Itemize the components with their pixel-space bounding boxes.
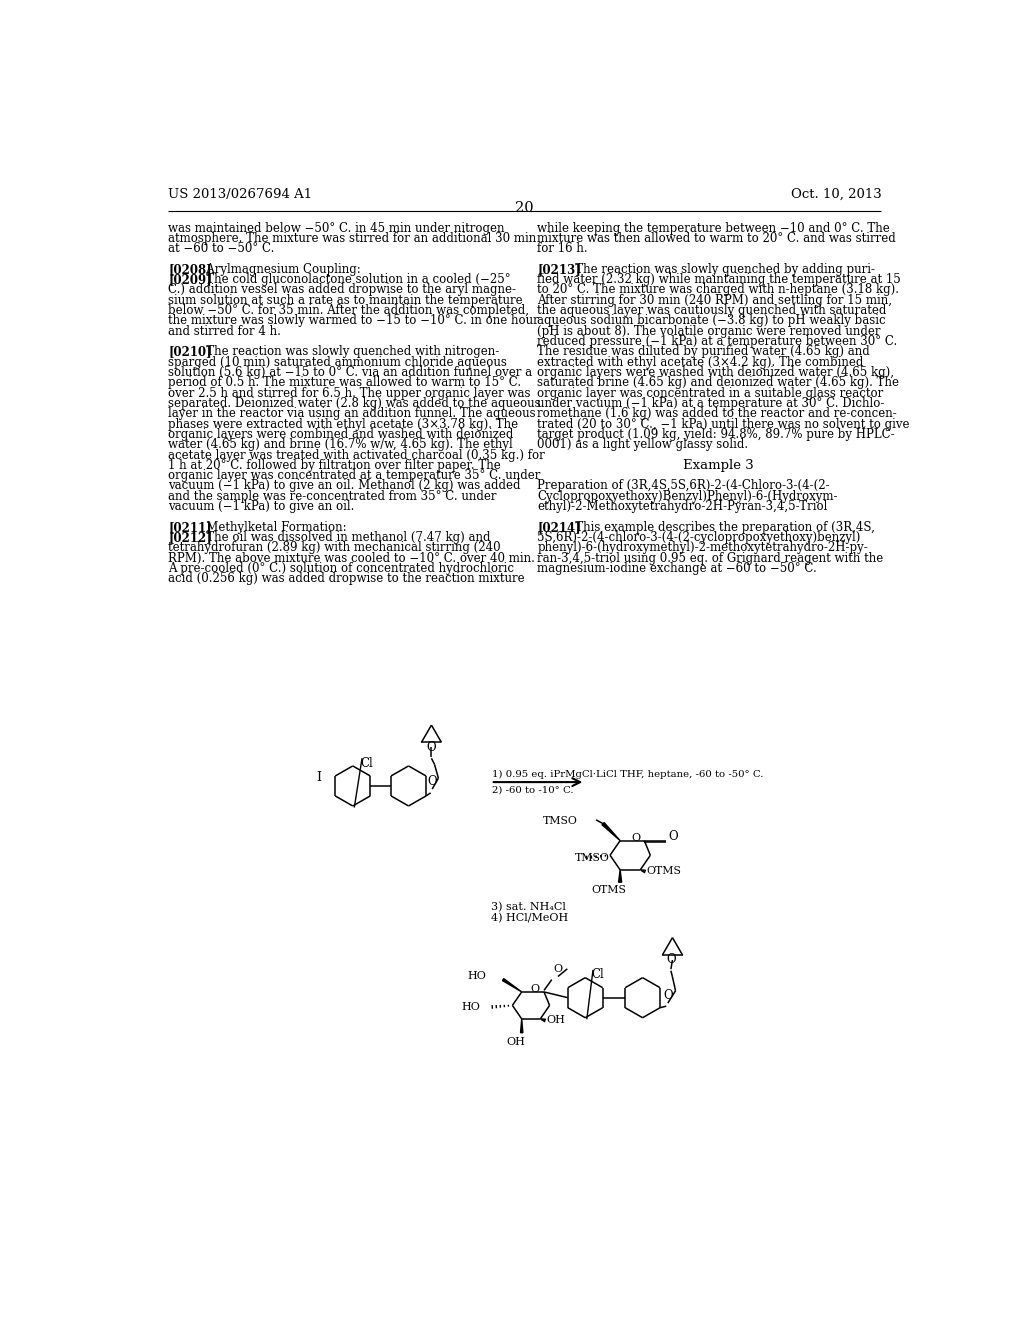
Text: A pre-cooled (0° C.) solution of concentrated hydrochloric: A pre-cooled (0° C.) solution of concent… (168, 562, 514, 576)
Text: organic layers were combined and washed with deionized: organic layers were combined and washed … (168, 428, 514, 441)
Text: OTMS: OTMS (646, 866, 681, 876)
Text: organic layer was concentrated at a temperature 35° C. under: organic layer was concentrated at a temp… (168, 469, 541, 482)
Text: period of 0.5 h. The mixture was allowed to warm to 15° C.: period of 0.5 h. The mixture was allowed… (168, 376, 521, 389)
Text: under vacuum (−1 kPa) at a temperature at 30° C. Dichlo-: under vacuum (−1 kPa) at a temperature a… (538, 397, 885, 411)
Text: layer in the reactor via using an addition funnel. The aqueous: layer in the reactor via using an additi… (168, 408, 536, 420)
Text: [0208]: [0208] (168, 263, 212, 276)
Text: TMSO: TMSO (575, 853, 610, 862)
Text: acid (0.256 kg) was added dropwise to the reaction mixture: acid (0.256 kg) was added dropwise to th… (168, 573, 525, 585)
Text: OTMS: OTMS (591, 886, 626, 895)
Text: O: O (553, 964, 562, 974)
Text: phenyl)-6-(hydroxymethyl)-2-methoxytetrahydro-2H-py-: phenyl)-6-(hydroxymethyl)-2-methoxytetra… (538, 541, 868, 554)
Text: RPM). The above mixture was cooled to −10° C. over 40 min.: RPM). The above mixture was cooled to −1… (168, 552, 536, 565)
Text: HO: HO (467, 970, 486, 981)
Text: separated. Deionized water (2.8 kg) was added to the aqueous: separated. Deionized water (2.8 kg) was … (168, 397, 541, 411)
Text: 3) sat. NH₄Cl: 3) sat. NH₄Cl (490, 902, 565, 912)
Text: I: I (316, 771, 322, 784)
Text: saturated brine (4.65 kg) and deionized water (4.65 kg). The: saturated brine (4.65 kg) and deionized … (538, 376, 899, 389)
Text: [0212]: [0212] (168, 531, 212, 544)
Text: Oct. 10, 2013: Oct. 10, 2013 (791, 187, 882, 201)
Text: The reaction was slowly quenched by adding puri-: The reaction was slowly quenched by addi… (564, 263, 876, 276)
Text: and stirred for 4 h.: and stirred for 4 h. (168, 325, 282, 338)
Text: O: O (632, 833, 641, 842)
Text: HO: HO (461, 1002, 480, 1012)
Polygon shape (618, 870, 622, 882)
Text: After stirring for 30 min (240 RPM) and settling for 15 min,: After stirring for 30 min (240 RPM) and … (538, 294, 892, 306)
Text: to 20° C. The mixture was charged with n-heptane (3.18 kg).: to 20° C. The mixture was charged with n… (538, 284, 899, 297)
Text: [0211]: [0211] (168, 521, 212, 533)
Text: extracted with ethyl acetate (3×4.2 kg). The combined: extracted with ethyl acetate (3×4.2 kg).… (538, 355, 863, 368)
Text: O: O (530, 983, 540, 994)
Text: Cl: Cl (360, 756, 374, 770)
Text: TMSO: TMSO (543, 816, 578, 826)
Text: sium solution at such a rate as to maintain the temperature: sium solution at such a rate as to maint… (168, 294, 523, 306)
Text: 20: 20 (515, 201, 535, 215)
Text: magnesium-iodine exchange at −60 to −50° C.: magnesium-iodine exchange at −60 to −50°… (538, 562, 817, 576)
Text: Cyclopropoxyethoxy)Benzyl)Phenyl)-6-(Hydroxym-: Cyclopropoxyethoxy)Benzyl)Phenyl)-6-(Hyd… (538, 490, 838, 503)
Text: O: O (427, 742, 436, 755)
Text: over 2.5 h and stirred for 6.5 h. The upper organic layer was: over 2.5 h and stirred for 6.5 h. The up… (168, 387, 530, 400)
Text: Arylmagnesium Coupling:: Arylmagnesium Coupling: (196, 263, 361, 276)
Text: atmosphere. The mixture was stirred for an additional 30 min: atmosphere. The mixture was stirred for … (168, 232, 537, 244)
Text: OH: OH (506, 1038, 525, 1047)
Text: below −50° C. for 35 min. After the addition was completed,: below −50° C. for 35 min. After the addi… (168, 304, 529, 317)
Text: for 16 h.: for 16 h. (538, 242, 588, 255)
Text: reduced pressure (−1 kPa) at a temperature between 30° C.: reduced pressure (−1 kPa) at a temperatu… (538, 335, 897, 348)
Text: was maintained below −50° C. in 45 min under nitrogen: was maintained below −50° C. in 45 min u… (168, 222, 505, 235)
Text: 1 h at 20° C. followed by filtration over filter paper. The: 1 h at 20° C. followed by filtration ove… (168, 459, 501, 471)
Text: water (4.65 kg) and brine (16.7% w/w, 4.65 kg). The ethyl: water (4.65 kg) and brine (16.7% w/w, 4.… (168, 438, 513, 451)
Text: US 2013/0267694 A1: US 2013/0267694 A1 (168, 187, 312, 201)
Text: O: O (664, 989, 674, 1002)
Text: [0210]: [0210] (168, 346, 212, 358)
Text: (pH is about 8). The volatile organic were removed under: (pH is about 8). The volatile organic we… (538, 325, 881, 338)
Text: at −60 to −50° C.: at −60 to −50° C. (168, 242, 274, 255)
Polygon shape (503, 978, 521, 991)
Text: ethyl)-2-Methoxytetrahydro-2H-Pyran-3,4,5-Triol: ethyl)-2-Methoxytetrahydro-2H-Pyran-3,4,… (538, 500, 827, 513)
Polygon shape (602, 822, 621, 841)
Text: Example 3: Example 3 (683, 459, 754, 471)
Text: The residue was diluted by purified water (4.65 kg) and: The residue was diluted by purified wate… (538, 346, 870, 358)
Text: O: O (666, 953, 676, 966)
Text: organic layer was concentrated in a suitable glass reactor: organic layer was concentrated in a suit… (538, 387, 884, 400)
Text: This example describes the preparation of (3R,4S,: This example describes the preparation o… (564, 521, 876, 533)
Text: vacuum (−1 kPa) to give an oil.: vacuum (−1 kPa) to give an oil. (168, 500, 354, 513)
Text: the mixture was slowly warmed to −15 to −10° C. in one hour: the mixture was slowly warmed to −15 to … (168, 314, 539, 327)
Text: fied water (2.32 kg) while maintaining the temperature at 15: fied water (2.32 kg) while maintaining t… (538, 273, 901, 286)
Text: 1) 0.95 eq. iPrMgCl·LiCl THF, heptane, -60 to -50° C.: 1) 0.95 eq. iPrMgCl·LiCl THF, heptane, -… (493, 770, 764, 779)
Text: solution (5.6 kg) at −15 to 0° C. via an addition funnel over a: solution (5.6 kg) at −15 to 0° C. via an… (168, 366, 532, 379)
Text: [0209]: [0209] (168, 273, 212, 286)
Text: O: O (669, 830, 678, 843)
Text: 5S,6R)-2-(4-chloro-3-(4-(2-cyclopropoxyethoxy)benzyl): 5S,6R)-2-(4-chloro-3-(4-(2-cyclopropoxye… (538, 531, 860, 544)
Text: mixture was then allowed to warm to 20° C. and was stirred: mixture was then allowed to warm to 20° … (538, 232, 896, 244)
Text: OH: OH (547, 1015, 565, 1026)
Text: phases were extracted with ethyl acetate (3×3.78 kg). The: phases were extracted with ethyl acetate… (168, 417, 518, 430)
Text: sparged (10 min) saturated ammonium chloride aqueous: sparged (10 min) saturated ammonium chlo… (168, 355, 507, 368)
Text: 0001) as a light yellow glassy solid.: 0001) as a light yellow glassy solid. (538, 438, 749, 451)
Text: C.) addition vessel was added dropwise to the aryl magne-: C.) addition vessel was added dropwise t… (168, 284, 516, 297)
Polygon shape (520, 1019, 523, 1032)
Text: romethane (1.6 kg) was added to the reactor and re-concen-: romethane (1.6 kg) was added to the reac… (538, 408, 897, 420)
Text: ran-3,4,5-triol using 0.95 eq. of Grignard reagent with the: ran-3,4,5-triol using 0.95 eq. of Grigna… (538, 552, 884, 565)
Text: The oil was dissolved in methanol (7.47 kg) and: The oil was dissolved in methanol (7.47 … (196, 531, 490, 544)
Text: tetrahydrofuran (2.89 kg) with mechanical stirring (240: tetrahydrofuran (2.89 kg) with mechanica… (168, 541, 501, 554)
Text: 4) HCl/MeOH: 4) HCl/MeOH (490, 913, 568, 923)
Text: [0213]: [0213] (538, 263, 581, 276)
Text: The cold gluconolactone solution in a cooled (−25°: The cold gluconolactone solution in a co… (196, 273, 511, 286)
Text: [0214]: [0214] (538, 521, 581, 533)
Text: vacuum (−1 kPa) to give an oil. Methanol (2 kg) was added: vacuum (−1 kPa) to give an oil. Methanol… (168, 479, 521, 492)
Text: organic layers were washed with deionized water (4.65 kg),: organic layers were washed with deionize… (538, 366, 894, 379)
Text: and the sample was re-concentrated from 35° C. under: and the sample was re-concentrated from … (168, 490, 497, 503)
Text: aqueous sodium bicarbonate (−3.8 kg) to pH weakly basic: aqueous sodium bicarbonate (−3.8 kg) to … (538, 314, 886, 327)
Text: 2) -60 to -10° C.: 2) -60 to -10° C. (493, 785, 573, 795)
Text: trated (20 to 30° C., −1 kPa) until there was no solvent to give: trated (20 to 30° C., −1 kPa) until ther… (538, 417, 909, 430)
Text: Cl: Cl (592, 969, 604, 982)
Text: The reaction was slowly quenched with nitrogen-: The reaction was slowly quenched with ni… (196, 346, 500, 358)
Text: the aqueous layer was cautiously quenched with saturated: the aqueous layer was cautiously quenche… (538, 304, 887, 317)
Text: while keeping the temperature between −10 and 0° C. The: while keeping the temperature between −1… (538, 222, 890, 235)
Text: O: O (427, 775, 437, 788)
Text: Methylketal Formation:: Methylketal Formation: (196, 521, 347, 533)
Text: target product (1.09 kg, yield: 94.8%, 89.7% pure by HPLC-: target product (1.09 kg, yield: 94.8%, 8… (538, 428, 895, 441)
Text: acetate layer was treated with activated charcoal (0.35 kg.) for: acetate layer was treated with activated… (168, 449, 545, 462)
Text: Preparation of (3R,4S,5S,6R)-2-(4-Chloro-3-(4-(2-: Preparation of (3R,4S,5S,6R)-2-(4-Chloro… (538, 479, 829, 492)
